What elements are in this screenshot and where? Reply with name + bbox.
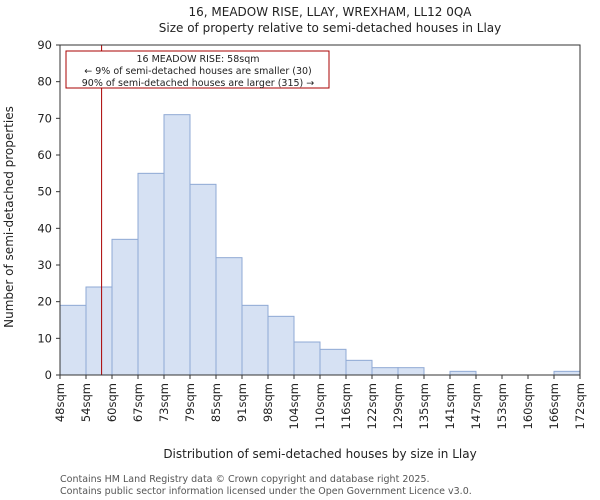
bar-54sqm	[85, 286, 113, 376]
chart-subtitle: Size of property relative to semi-detach…	[159, 21, 502, 35]
x-tick-label: 116sqm	[339, 383, 353, 429]
x-tick-label: 60sqm	[105, 383, 119, 422]
x-tick-label: 48sqm	[53, 383, 67, 422]
annotation-line-3: 90% of semi-detached houses are larger (…	[82, 78, 315, 89]
footer-line-1: Contains HM Land Registry data © Crown c…	[60, 474, 430, 485]
annotation-line-1: 16 MEADOW RISE: 58sqm	[137, 54, 260, 65]
chart-title: 16, MEADOW RISE, LLAY, WREXHAM, LL12 0QA	[189, 5, 473, 19]
bar-series	[59, 114, 581, 376]
x-tick-label: 104sqm	[287, 383, 301, 429]
bar-98sqm	[267, 315, 295, 376]
y-tick-label: 30	[37, 258, 52, 272]
x-tick-label: 153sqm	[495, 383, 509, 429]
x-tick-label: 122sqm	[365, 383, 379, 429]
x-tick-label: 135sqm	[417, 383, 431, 429]
x-tick-label: 129sqm	[391, 383, 405, 429]
x-tick-label: 67sqm	[131, 383, 145, 422]
x-tick-label: 98sqm	[261, 383, 275, 422]
y-tick-label: 90	[37, 38, 52, 52]
y-tick-label: 70	[37, 111, 52, 125]
bar-129sqm	[397, 367, 425, 376]
bar-116sqm	[345, 359, 373, 376]
y-tick-label: 0	[45, 368, 52, 382]
x-tick-label: 54sqm	[79, 383, 93, 422]
y-tick-label: 60	[37, 148, 52, 162]
annotation-frame	[65, 50, 330, 89]
footer-line-2: Contains public sector information licen…	[60, 486, 472, 497]
y-axis-label: Number of semi-detached properties	[2, 106, 16, 328]
bar-48sqm	[59, 304, 87, 376]
y-tick-label: 50	[37, 185, 52, 199]
annotation-line-2: ← 9% of semi-detached houses are smaller…	[84, 66, 312, 77]
plot-frame	[59, 44, 581, 376]
bar-85sqm	[215, 257, 243, 376]
bar-79sqm	[189, 183, 217, 376]
bar-141sqm	[449, 370, 477, 376]
x-tick-label: 110sqm	[313, 383, 327, 429]
bar-104sqm	[293, 341, 321, 376]
x-axis-ticks: 48sqm 54sqm 60sqm 67sqm 73sqm 79sqm 85sqm 91sqm…	[53, 375, 587, 429]
x-tick-label: 141sqm	[443, 383, 457, 429]
y-tick-label: 20	[37, 295, 52, 309]
y-axis-ticks: 0 10 20 30 40 50 60 70 80 90	[37, 38, 60, 382]
bar-67sqm	[137, 172, 165, 376]
bar-166sqm	[553, 370, 581, 376]
bar-91sqm	[241, 304, 269, 376]
x-axis-label: Distribution of semi-detached houses by …	[163, 447, 476, 461]
x-tick-label: 85sqm	[209, 383, 223, 422]
x-tick-label: 147sqm	[469, 383, 483, 429]
y-tick-label: 40	[37, 221, 52, 235]
bar-60sqm	[111, 238, 139, 376]
x-tick-label: 73sqm	[157, 383, 171, 422]
x-tick-label: 160sqm	[521, 383, 535, 429]
bar-110sqm	[319, 348, 347, 376]
bar-122sqm	[371, 367, 399, 376]
bar-73sqm	[163, 114, 191, 376]
x-tick-label: 172sqm	[573, 383, 587, 429]
annotation-box: 16 MEADOW RISE: 58sqm ← 9% of semi-detac…	[65, 50, 330, 89]
x-tick-label: 91sqm	[235, 383, 249, 422]
y-tick-label: 10	[37, 331, 52, 345]
x-tick-label: 166sqm	[547, 383, 561, 429]
y-tick-label: 80	[37, 75, 52, 89]
x-tick-label: 79sqm	[183, 383, 197, 422]
